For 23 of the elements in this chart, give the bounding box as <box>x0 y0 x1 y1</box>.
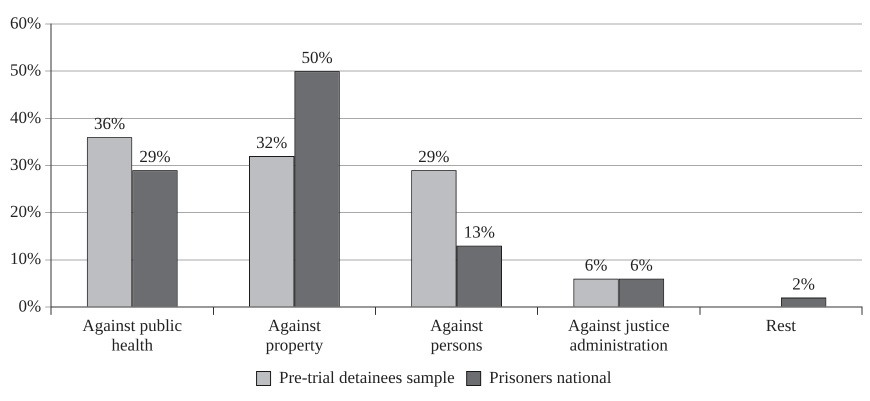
data-label: 13% <box>464 222 495 242</box>
x-tick-label: Against persons <box>430 316 484 355</box>
data-label: 36% <box>94 114 126 134</box>
data-label: 29% <box>139 147 171 166</box>
y-tick-label: 10% <box>10 249 42 268</box>
y-tick-label: 0% <box>18 296 42 316</box>
y-tick-label: 20% <box>10 202 42 222</box>
x-tick-label: Rest <box>766 316 796 336</box>
y-tick-label: 40% <box>10 108 42 127</box>
data-label: 2% <box>792 274 815 294</box>
data-label: 50% <box>302 48 333 68</box>
data-label: 32% <box>256 132 288 152</box>
y-tick-label: 30% <box>10 154 42 174</box>
data-label: 6% <box>630 256 653 275</box>
y-tick-label: 50% <box>10 60 42 80</box>
y-tick-label: 60% <box>10 13 42 32</box>
legend-label: Prisoners national <box>489 368 612 387</box>
x-tick-label: Against justice administration <box>568 316 670 355</box>
data-label: 29% <box>418 147 450 166</box>
x-tick-label: Against property <box>266 316 324 355</box>
x-tick-label: Against public health <box>82 316 183 355</box>
legend-label: Pre-trial detainees sample <box>279 368 455 387</box>
data-label: 6% <box>584 256 608 275</box>
